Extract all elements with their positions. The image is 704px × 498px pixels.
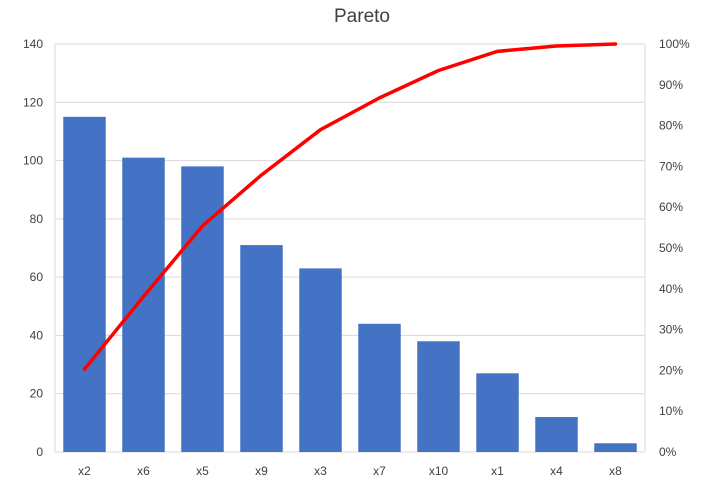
x-tick-label: x6	[137, 464, 150, 478]
y2-tick-label: 0%	[659, 445, 677, 459]
bar-x5	[181, 166, 224, 452]
bar-series	[63, 116, 637, 452]
y-tick-label: 0	[36, 445, 43, 459]
x-tick-label: x9	[255, 464, 268, 478]
x-axis: x2 x6 x5 x9 x3 x7 x10 x1 x4 x8	[78, 464, 622, 478]
y2-tick-label: 10%	[659, 404, 683, 418]
bar-x9	[240, 245, 283, 452]
y-tick-label: 80	[30, 212, 44, 226]
bar-x6	[122, 157, 165, 452]
bar-x3	[299, 268, 342, 452]
cumulative-line-series	[82, 42, 618, 371]
bar-x4	[535, 417, 578, 452]
y-tick-label: 20	[30, 387, 44, 401]
y2-tick-label: 40%	[659, 282, 683, 296]
chart-title: Pareto	[334, 6, 390, 27]
x-tick-label: x3	[314, 464, 327, 478]
bar-x1	[476, 373, 519, 452]
y-tick-label: 120	[23, 95, 43, 109]
bar-x2	[63, 116, 106, 452]
y-tick-label: 40	[30, 328, 44, 342]
cumulative-percent-line	[82, 42, 618, 371]
y2-tick-label: 80%	[659, 119, 683, 133]
x-tick-label: x2	[78, 464, 91, 478]
y2-tick-label: 70%	[659, 159, 683, 173]
y-tick-label: 140	[23, 37, 43, 51]
y2-tick-label: 50%	[659, 241, 683, 255]
y2-tick-label: 60%	[659, 200, 683, 214]
y2-tick-label: 30%	[659, 323, 683, 337]
y-axis-right: 0% 10% 20% 30% 40% 50% 60% 70% 80% 90% 100%	[644, 37, 690, 459]
y2-tick-label: 90%	[659, 78, 683, 92]
bar-x7	[358, 323, 401, 452]
bar-x8	[594, 443, 637, 452]
x-tick-label: x10	[429, 464, 449, 478]
y-axis-left: 0 20 40 60 80 100 120 140	[23, 37, 56, 459]
y2-tick-label: 100%	[659, 37, 690, 51]
y2-tick-label: 20%	[659, 363, 683, 377]
bar-x10	[417, 341, 460, 452]
x-tick-label: x1	[491, 464, 504, 478]
y-tick-label: 100	[23, 154, 43, 168]
x-tick-label: x8	[609, 464, 622, 478]
x-tick-label: x5	[196, 464, 209, 478]
x-tick-label: x4	[550, 464, 563, 478]
x-tick-label: x7	[373, 464, 386, 478]
y-tick-label: 60	[30, 270, 44, 284]
